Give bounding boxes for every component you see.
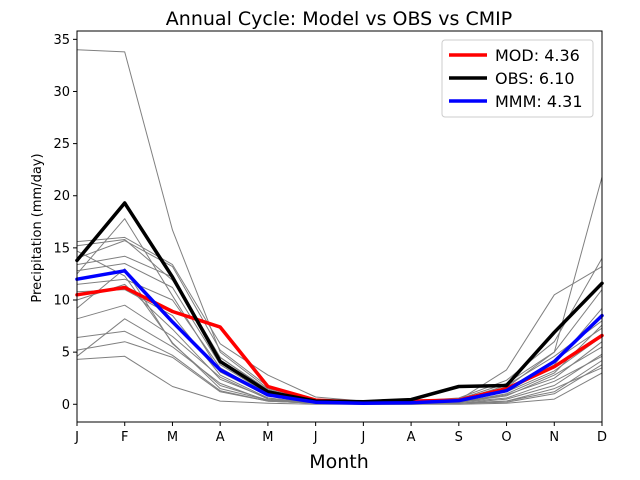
x-tick-label: N xyxy=(549,430,559,445)
legend: MOD: 4.36 OBS: 6.10 MMM: 4.31 xyxy=(441,39,594,118)
legend-label-mmm: MMM: 4.31 xyxy=(495,92,583,111)
x-tick-label: M xyxy=(167,430,178,445)
y-tick-label: 20 xyxy=(53,189,70,204)
x-tick-label: S xyxy=(455,430,463,445)
series-line-mmm xyxy=(75,269,604,405)
x-tick-label: J xyxy=(313,430,318,445)
x-tick-label: D xyxy=(597,430,607,445)
plot-frame xyxy=(76,30,603,423)
x-tick-label: M xyxy=(262,430,273,445)
y-tick-label: 5 xyxy=(62,346,70,361)
x-tick-label: A xyxy=(407,430,416,445)
x-tick-label: J xyxy=(74,430,79,445)
legend-box xyxy=(441,39,594,118)
y-tick-label: 25 xyxy=(53,137,70,152)
y-tick-label: 30 xyxy=(53,85,70,100)
y-tick-label: 10 xyxy=(53,294,70,309)
legend-label-mod: MOD: 4.36 xyxy=(495,46,580,65)
ensemble-member-line-2 xyxy=(76,236,603,402)
y-tick-label: 0 xyxy=(62,398,70,413)
x-tick-label: F xyxy=(121,430,128,445)
x-tick-label: J xyxy=(360,430,365,445)
y-tick-label: 15 xyxy=(53,241,70,256)
axis-ticks: J F M A M J J A S O N D 0 5 10 15 20 25 30 35 xyxy=(53,33,607,445)
y-axis-label: Precipitation (mm/day) xyxy=(30,153,45,302)
chart-title: Annual Cycle: Model vs OBS vs CMIP xyxy=(166,8,512,30)
x-tick-label: A xyxy=(216,430,225,445)
x-axis-label: Month xyxy=(309,451,369,473)
series-lines xyxy=(75,201,604,405)
legend-label-obs: OBS: 6.10 xyxy=(495,69,575,88)
y-tick-label: 35 xyxy=(53,33,70,48)
x-tick-label: O xyxy=(501,430,511,445)
